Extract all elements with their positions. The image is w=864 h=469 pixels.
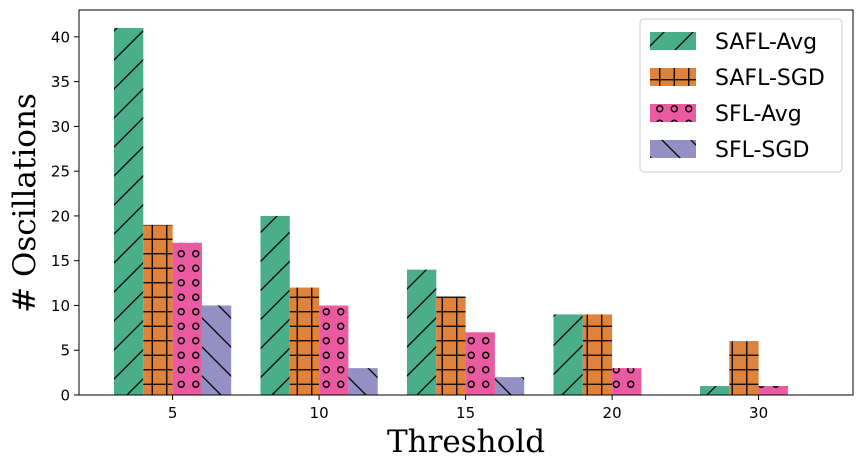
bar-sfl-avg-10 bbox=[319, 305, 349, 395]
legend-label-sfl-avg: SFL-Avg bbox=[715, 102, 802, 127]
x-tick-label: 15 bbox=[456, 404, 475, 422]
y-tick-label: 30 bbox=[51, 118, 70, 136]
bar-safl-avg-10 bbox=[260, 215, 290, 395]
bar-safl-sgd-5 bbox=[143, 224, 173, 395]
bar-safl-sgd-20 bbox=[582, 314, 613, 395]
x-tick-label: 20 bbox=[603, 404, 622, 422]
y-tick-label: 40 bbox=[51, 28, 70, 46]
legend-swatch-safl-sgd bbox=[650, 68, 696, 86]
y-tick-label: 10 bbox=[51, 297, 70, 315]
bar-safl-sgd-10 bbox=[289, 287, 320, 395]
bar-sfl-sgd-15 bbox=[494, 377, 525, 395]
x-tick-label: 30 bbox=[749, 404, 768, 422]
y-tick-label: 35 bbox=[51, 73, 70, 91]
y-tick-label: 5 bbox=[60, 342, 70, 360]
legend-label-safl-avg: SAFL-Avg bbox=[715, 30, 817, 55]
bar-safl-avg-30 bbox=[700, 386, 730, 395]
bar-sfl-sgd-5 bbox=[201, 305, 232, 395]
legend-swatch-sfl-sgd bbox=[650, 140, 696, 158]
y-tick-label: 0 bbox=[60, 387, 70, 405]
y-axis-title: # Oscillations bbox=[7, 93, 43, 313]
legend-label-sfl-sgd: SFL-SGD bbox=[715, 138, 809, 163]
bar-safl-sgd-15 bbox=[436, 296, 466, 395]
bar-sfl-avg-5 bbox=[172, 242, 202, 395]
x-axis: 5 10 15 20 30 bbox=[168, 395, 768, 422]
y-tick-label: 20 bbox=[51, 207, 70, 225]
y-tick-label: 15 bbox=[51, 252, 70, 270]
legend-swatch-sfl-avg bbox=[650, 104, 696, 122]
bar-safl-avg-15 bbox=[407, 269, 437, 395]
legend-swatch-safl-avg bbox=[650, 32, 696, 50]
y-axis: 0 5 10 15 20 25 30 35 40 bbox=[51, 28, 79, 405]
bar-sfl-avg-15 bbox=[465, 332, 495, 395]
bar-safl-sgd-30 bbox=[729, 341, 759, 395]
bar-sfl-sgd-10 bbox=[348, 368, 378, 395]
bar-safl-avg-20 bbox=[553, 314, 583, 395]
x-tick-label: 10 bbox=[310, 404, 329, 422]
x-tick-label: 5 bbox=[168, 404, 178, 422]
legend: SAFL-Avg SAFL-SGD SFL-Avg SFL-SGD bbox=[639, 18, 843, 173]
bar-sfl-avg-30 bbox=[758, 386, 788, 395]
legend-frame bbox=[639, 18, 843, 173]
legend-label-safl-sgd: SAFL-SGD bbox=[715, 66, 825, 91]
bar-sfl-avg-20 bbox=[612, 368, 642, 395]
x-axis-title: Threshold bbox=[387, 424, 545, 460]
bars-layer bbox=[114, 27, 788, 395]
y-tick-label: 25 bbox=[51, 163, 70, 181]
bar-safl-avg-5 bbox=[114, 27, 144, 395]
